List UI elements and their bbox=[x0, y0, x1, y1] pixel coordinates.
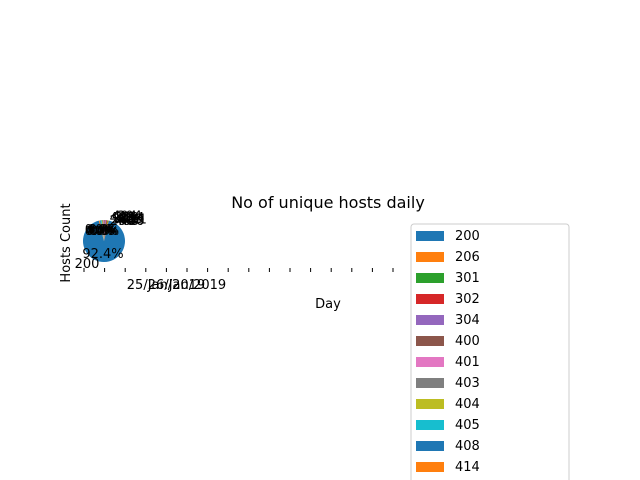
pie-slice-304 bbox=[104, 220, 107, 241]
legend-swatch-400 bbox=[416, 336, 444, 346]
legend-frame bbox=[410, 223, 570, 480]
pie-slice-401 bbox=[103, 220, 105, 241]
pie-percent-label-9: 0.0% bbox=[90, 222, 118, 235]
legend-label-401: 401 bbox=[455, 355, 480, 370]
legend-swatch-301 bbox=[416, 273, 444, 283]
pie-percent-label-2: 0.0% bbox=[87, 224, 115, 237]
pie-outer-label-405: 405 bbox=[115, 214, 140, 229]
pie-outer-label-400: 400 bbox=[120, 214, 145, 229]
legend-label-400: 400 bbox=[455, 334, 480, 349]
pie-outer-label-414: 414 bbox=[120, 211, 145, 226]
legend-swatch-414 bbox=[416, 462, 444, 472]
pie-percent-label-0: 92.4% bbox=[82, 247, 123, 262]
pie-outer-label-403: 403 bbox=[110, 211, 135, 226]
pie-slice-403 bbox=[102, 220, 104, 241]
legend-label-403: 403 bbox=[455, 376, 480, 391]
pie-slice-414 bbox=[98, 220, 104, 241]
legend-swatch-302 bbox=[416, 294, 444, 304]
pie-slice-301 bbox=[104, 220, 108, 241]
legend-swatch-408 bbox=[416, 441, 444, 451]
legend-label-206: 206 bbox=[455, 250, 480, 265]
pie-slice-400 bbox=[104, 220, 106, 241]
pie-percent-label-3: 0.0% bbox=[88, 222, 116, 235]
pie-outer-label-404: 404 bbox=[112, 210, 137, 225]
pie-slice-404 bbox=[101, 220, 104, 241]
legend-swatch-304 bbox=[416, 315, 444, 325]
x-tick-label-0: 25/Jan/2019 bbox=[127, 278, 205, 293]
legend-label-200: 200 bbox=[455, 229, 480, 244]
legend-swatch-200 bbox=[416, 231, 444, 241]
pie-percent-label-8: 0.0% bbox=[88, 224, 116, 237]
pie-chart bbox=[82, 220, 125, 262]
pie-slice-408 bbox=[99, 220, 104, 241]
pie-percent-label-7: 0.0% bbox=[87, 225, 115, 238]
pie-labels: 20092.4%0.0%0.0%0.0%0.0%0.0%0.0%0.0%0.0%… bbox=[75, 210, 147, 273]
pie-percent-label-1: 0.0% bbox=[85, 225, 113, 238]
pie-outer-label-408: 408 bbox=[117, 213, 142, 228]
pie-slice-405 bbox=[100, 220, 104, 241]
x-tick-label-1: 26/Jan/2019 bbox=[148, 278, 226, 293]
pie-slice-label-200: 200 bbox=[75, 257, 100, 272]
x-axis-label: Day bbox=[315, 297, 341, 312]
legend-label-408: 408 bbox=[455, 439, 480, 454]
legend-label-404: 404 bbox=[455, 397, 480, 412]
legend-label-304: 304 bbox=[455, 313, 480, 328]
pie-outer-label-206: 206 bbox=[110, 214, 135, 229]
y-axis-label: Hosts Count bbox=[59, 203, 74, 282]
pie-percent-label-11: 0.0% bbox=[85, 224, 113, 237]
pie-percent-label-10: 0.0% bbox=[91, 225, 119, 238]
pie-outer-label-304: 304 bbox=[117, 210, 142, 225]
legend-label-301: 301 bbox=[455, 271, 480, 286]
pie-slice-206 bbox=[104, 220, 109, 241]
legend-swatch-405 bbox=[416, 420, 444, 430]
legend-label-302: 302 bbox=[455, 292, 480, 307]
legend-swatch-401 bbox=[416, 357, 444, 367]
pie-outer-label-301: 301 bbox=[112, 213, 137, 228]
pie-percent-label-6: 0.0% bbox=[85, 222, 113, 235]
legend: 200 206 301 302 304 400 401 403 404 405 408 414 bbox=[410, 223, 570, 480]
pie-slice-302 bbox=[104, 220, 107, 241]
legend-swatch-206 bbox=[416, 252, 444, 262]
legend-swatch-404 bbox=[416, 399, 444, 409]
pie-outer-label-302: 302 bbox=[115, 211, 140, 226]
pie-percent-label-5: 0.0% bbox=[91, 224, 119, 237]
legend-swatch-403 bbox=[416, 378, 444, 388]
chart-title: No of unique hosts daily bbox=[231, 193, 425, 212]
pie-percent-label-4: 0.0% bbox=[90, 225, 118, 238]
legend-label-405: 405 bbox=[455, 418, 480, 433]
pie-outer-label-401: 401 bbox=[122, 213, 147, 228]
legend-label-414: 414 bbox=[455, 460, 480, 475]
pie-slice-200 bbox=[82, 220, 125, 262]
